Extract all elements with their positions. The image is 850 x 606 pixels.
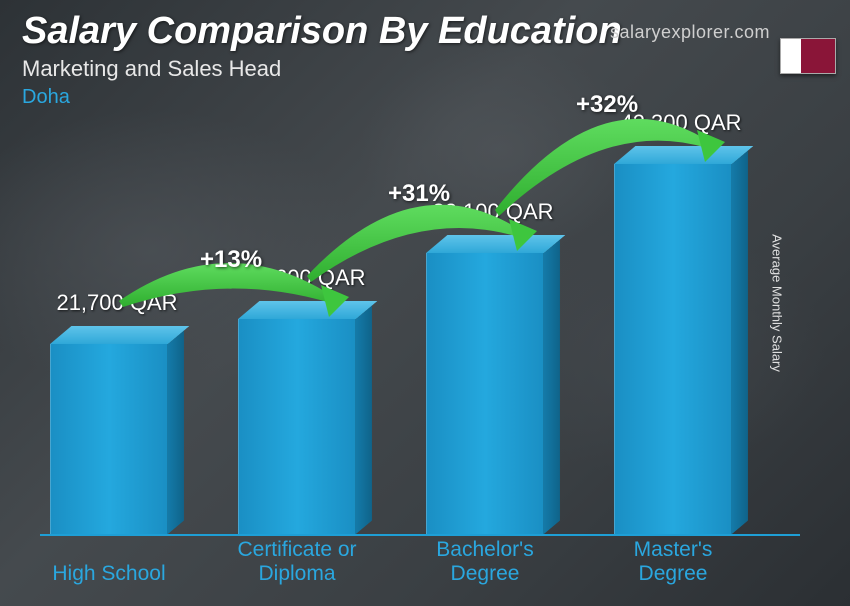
bar-category-label: Bachelor'sDegree bbox=[396, 538, 574, 586]
watermark-text: salaryexplorer.com bbox=[610, 22, 770, 43]
increase-pct-label: +32% bbox=[576, 91, 638, 119]
salary-bar-chart: 21,700 QARHigh School24,600 QARCertifica… bbox=[40, 120, 800, 536]
location-label: Doha bbox=[22, 86, 70, 109]
job-title: Marketing and Sales Head bbox=[22, 56, 281, 82]
qatar-flag-icon bbox=[780, 38, 836, 74]
bar-category-label: High School bbox=[20, 562, 198, 586]
bar-category-label: Master'sDegree bbox=[584, 538, 762, 586]
increase-arc bbox=[40, 120, 800, 536]
page-title: Salary Comparison By Education bbox=[22, 10, 622, 53]
infographic-container: Salary Comparison By Education Marketing… bbox=[0, 0, 850, 606]
bar-category-label: Certificate orDiploma bbox=[208, 538, 386, 586]
